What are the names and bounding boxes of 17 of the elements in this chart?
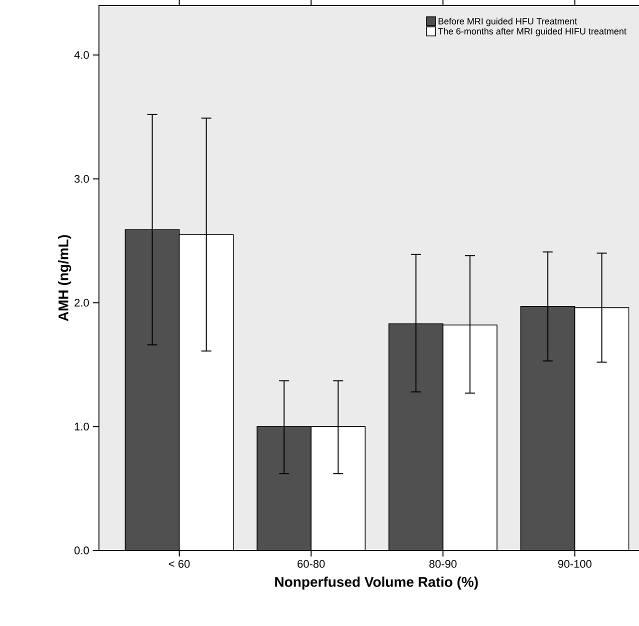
- x-tick-label: 60-80: [298, 560, 325, 568]
- legend-label: The 6-months after MRI guided HIFU treatment: [438, 28, 626, 36]
- bar: [388, 323, 444, 550]
- y-tick-label: 4.0: [74, 51, 89, 59]
- bar: [256, 426, 312, 550]
- y-tick-label: 2.0: [74, 298, 89, 307]
- y-tick-label: 1.0: [74, 422, 89, 430]
- x-tick-label: 90-100: [558, 560, 592, 568]
- legend-label: Before MRI guided HFU Treatment: [438, 18, 578, 26]
- bar: [124, 229, 180, 550]
- y-tick-label: 0.0: [74, 546, 89, 554]
- x-tick-label: < 60: [168, 560, 190, 568]
- y-axis-title: AMH (ng/mL): [58, 235, 72, 322]
- y-tick-label: 3.0: [74, 174, 89, 183]
- bar: [520, 306, 576, 550]
- x-tick-label: 80-90: [429, 560, 457, 568]
- x-axis-title: Nonperfused Volume Ratio (%): [275, 576, 478, 590]
